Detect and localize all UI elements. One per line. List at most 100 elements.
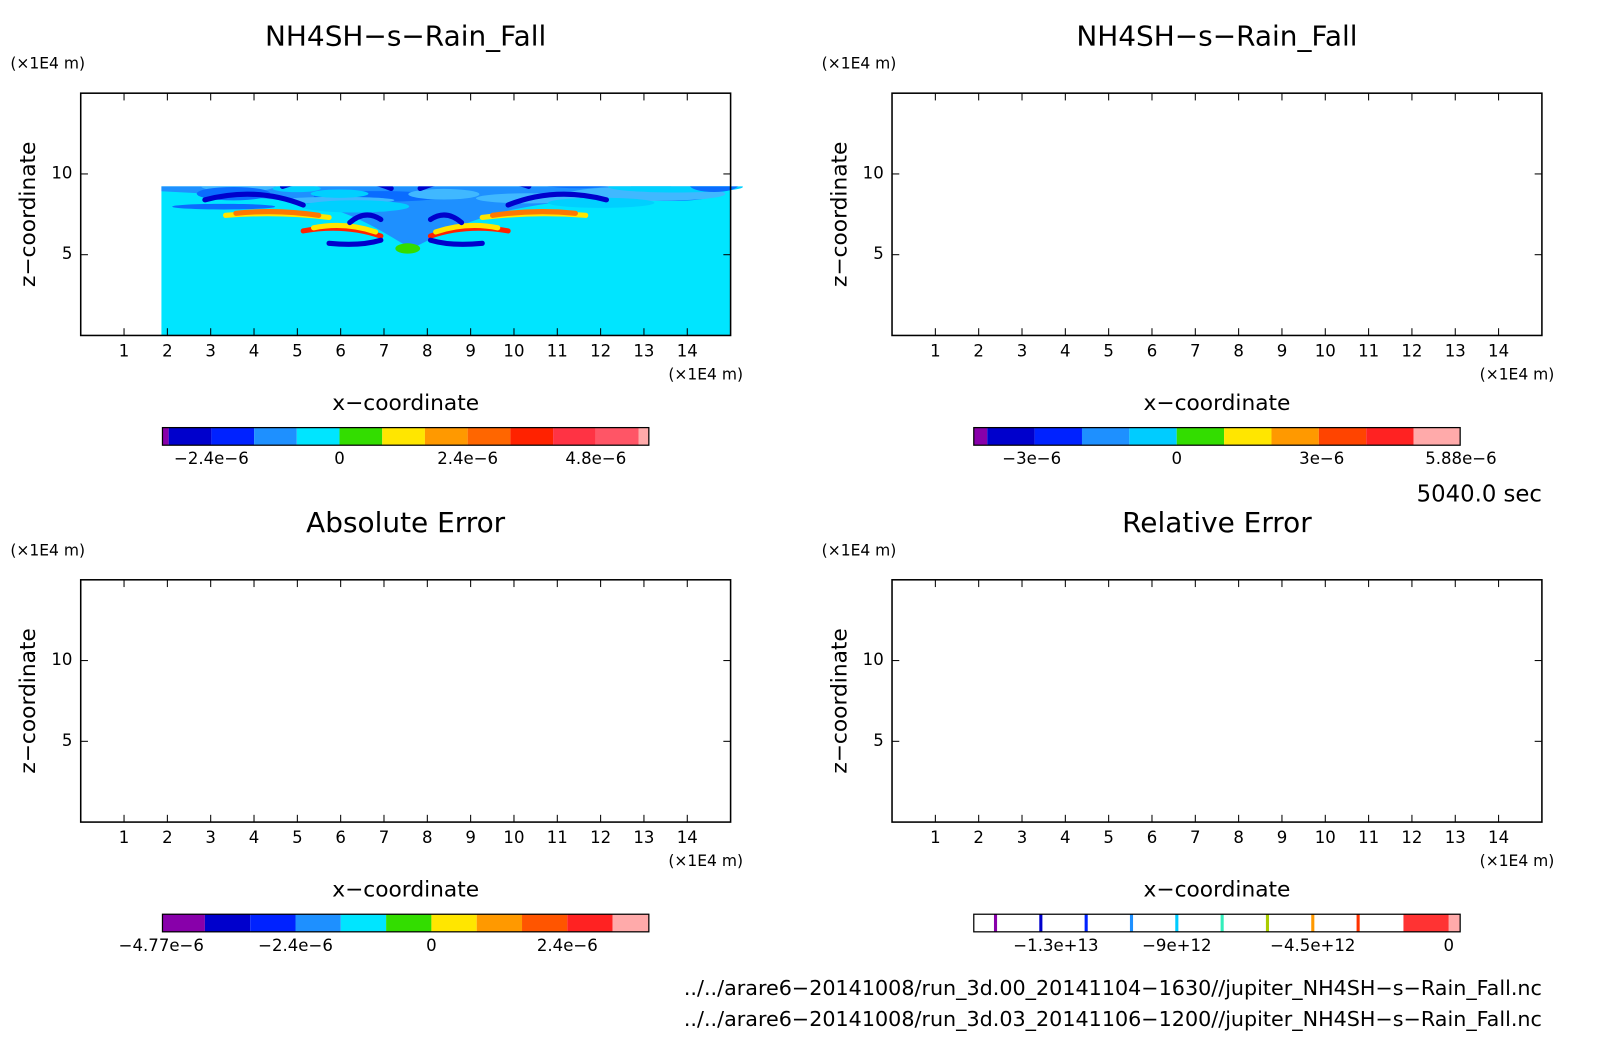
field-patch <box>1207 697 1253 703</box>
field-patch <box>632 173 670 180</box>
y-tick-label: 10 <box>51 163 72 182</box>
field-patch <box>997 575 1080 589</box>
field-patch <box>135 139 241 149</box>
field-patch <box>1234 124 1330 135</box>
field-feature <box>202 191 306 208</box>
field-patch <box>301 128 389 137</box>
x-tick-label: 4 <box>249 342 260 361</box>
field-region <box>892 93 1542 248</box>
field-feature <box>1231 664 1340 675</box>
field-feature <box>395 243 421 254</box>
field-patch <box>666 644 732 648</box>
x-tick-label: 7 <box>1190 828 1201 847</box>
field-patch <box>1295 695 1315 708</box>
field-patch <box>550 627 693 638</box>
field-background <box>81 580 731 822</box>
colorbar-box <box>1358 914 1404 932</box>
field-patch <box>637 166 727 172</box>
x-axis-label: x−coordinate <box>332 391 479 416</box>
x-tick-label: 3 <box>205 342 216 361</box>
x-axis-label: x−coordinate <box>1144 877 1291 902</box>
field-patch <box>332 135 370 142</box>
field-patch <box>592 169 719 183</box>
field-patch <box>1182 158 1320 168</box>
field-patch <box>1094 166 1195 180</box>
field-patch <box>61 168 170 177</box>
x-tick-label: 3 <box>1017 828 1028 847</box>
field-patch <box>909 198 949 205</box>
colorbar-box <box>1086 914 1132 932</box>
colorbar-tick-label: 3e−6 <box>1299 449 1344 468</box>
colorbar-tick-label: −2.4e−6 <box>174 449 249 468</box>
field-patch <box>1115 149 1245 159</box>
field-patch <box>1361 675 1397 683</box>
field-patch <box>974 590 1032 595</box>
x-tick-label: 2 <box>973 828 984 847</box>
field-patch <box>1185 641 1294 654</box>
field-patch <box>548 186 606 189</box>
field-feature <box>1242 715 1320 723</box>
field-patch <box>420 676 469 685</box>
plot-frame <box>79 579 732 823</box>
field-patch <box>934 186 1000 200</box>
field-patch <box>1097 140 1189 152</box>
y-tick-label: 10 <box>863 650 884 669</box>
field-patch <box>1229 702 1246 710</box>
x-tick-label: 1 <box>930 342 941 361</box>
field-patch <box>1068 626 1187 637</box>
field-patch <box>1272 677 1307 692</box>
field-patch <box>198 119 253 129</box>
field-feature <box>1319 681 1417 692</box>
field-patch <box>301 200 410 213</box>
field-patch <box>984 179 1022 191</box>
field-patch <box>408 188 480 200</box>
field-feature <box>1242 215 1273 223</box>
colorbar-box <box>382 427 425 446</box>
field-patch <box>249 612 288 620</box>
colorbar-box <box>476 914 523 932</box>
field-patch <box>475 673 571 679</box>
field-feature <box>1140 240 1192 244</box>
colorbar-box <box>295 914 341 932</box>
field-patch <box>1331 680 1356 692</box>
colorbar-box <box>1176 914 1223 932</box>
file-path: ../../arare6−20141008/run_3d.03_20141106… <box>684 1007 1542 1032</box>
field-patch <box>291 619 413 632</box>
x-tick-label: 9 <box>465 342 476 361</box>
field-patch <box>324 174 383 186</box>
field-feature <box>436 712 498 718</box>
colorbar-box <box>612 914 649 932</box>
x-tick-label: 8 <box>1233 342 1244 361</box>
field-patch <box>131 100 172 104</box>
field-patch <box>269 138 301 142</box>
field-patch <box>1325 683 1388 692</box>
colorbar-box <box>522 914 568 932</box>
field-patch <box>1228 712 1288 727</box>
field-patch <box>1176 717 1216 731</box>
field-region <box>81 580 731 735</box>
field-region <box>892 580 1542 735</box>
colorbar-tick-label: 0 <box>334 449 345 468</box>
field-patch <box>383 100 414 114</box>
field-feature <box>1304 212 1387 216</box>
field-patch <box>1096 166 1217 177</box>
field-feature <box>236 698 319 702</box>
field-patch <box>1360 142 1474 151</box>
field-patch <box>294 638 392 646</box>
field-patch <box>940 584 974 594</box>
x-tick-label: 6 <box>1147 342 1158 361</box>
field-patch <box>308 629 427 641</box>
field-half <box>205 664 391 731</box>
field-feature <box>326 237 384 247</box>
field-patch <box>908 127 978 140</box>
field-patch <box>227 670 371 680</box>
field-patch <box>1321 198 1372 203</box>
colorbar-box <box>567 914 613 932</box>
field-patch <box>1196 661 1319 674</box>
x-tick-label: 9 <box>1277 828 1288 847</box>
field-feature <box>1125 225 1187 231</box>
field-patch <box>1215 599 1258 603</box>
field-patch <box>1005 650 1144 656</box>
field-patch <box>1240 577 1271 586</box>
field-feature <box>395 730 420 740</box>
